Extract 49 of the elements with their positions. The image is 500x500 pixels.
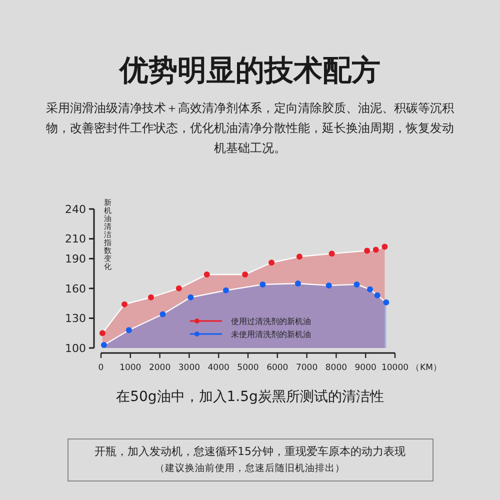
legend-label: 未使用清洗剂的新机油	[231, 330, 311, 339]
point	[374, 292, 380, 298]
point	[328, 250, 335, 257]
text: 在50g油中，加入1.5g炭黑所测试的清洁性	[116, 389, 384, 405]
legend-label: 使用过清洗剂的新机油	[231, 316, 311, 326]
point	[367, 286, 374, 292]
y-tick-label: 210	[65, 232, 86, 246]
point	[160, 311, 166, 318]
x-tick-label: 3000	[178, 363, 200, 373]
point	[100, 342, 107, 348]
chart-subtitle: 采用润滑油级清净技术＋高效清净剂体系，定向清除胶质、油泥、积碳等沉积物，改善密封件工作状态，优化机油清净分散性能，延长换油周期，恢复发动机基础工况。	[46, 101, 454, 155]
point	[242, 272, 248, 278]
point	[148, 294, 154, 300]
text: （建议换油前使用，怠速后随旧机油排出）	[155, 462, 345, 474]
x-tick-label: 1000	[120, 363, 142, 373]
x-tick-label: 8000	[325, 363, 348, 373]
point	[296, 254, 302, 260]
x-axis-title: （KM）	[411, 363, 442, 373]
x-tick-label: 7000	[296, 363, 318, 373]
y-tick-label: 100	[65, 342, 86, 355]
y-tick-label: 130	[65, 312, 86, 326]
point	[126, 327, 132, 334]
x-tick-label: 9000	[354, 363, 376, 373]
point	[364, 248, 370, 254]
x-tick-label: 2000	[148, 363, 171, 373]
y-tick-label: 160	[65, 282, 86, 296]
y-tick-label: 190	[65, 252, 86, 266]
x-tick-label: 0	[98, 363, 104, 373]
point	[354, 281, 360, 288]
x-tick-label: 5000	[237, 363, 259, 373]
chart-title: 优势明显的技术配方	[118, 53, 380, 87]
point	[326, 282, 332, 288]
point	[260, 281, 266, 288]
point	[268, 260, 275, 266]
point	[176, 285, 182, 292]
point	[372, 246, 379, 253]
text: 开瓶，加入发动机，怠速循环15分钟，重现爱车原本的动力表现	[94, 445, 406, 458]
point	[188, 294, 194, 300]
y-tick-label: 240	[65, 202, 86, 216]
point	[222, 287, 229, 294]
point	[382, 244, 388, 250]
point	[122, 301, 128, 308]
point	[383, 299, 390, 306]
x-tick-label: 4000	[208, 363, 230, 373]
point	[294, 280, 301, 286]
point	[99, 330, 106, 336]
x-tick-label: 6000	[266, 363, 288, 373]
x-tick-label: 10000	[381, 363, 409, 373]
point	[204, 272, 210, 278]
